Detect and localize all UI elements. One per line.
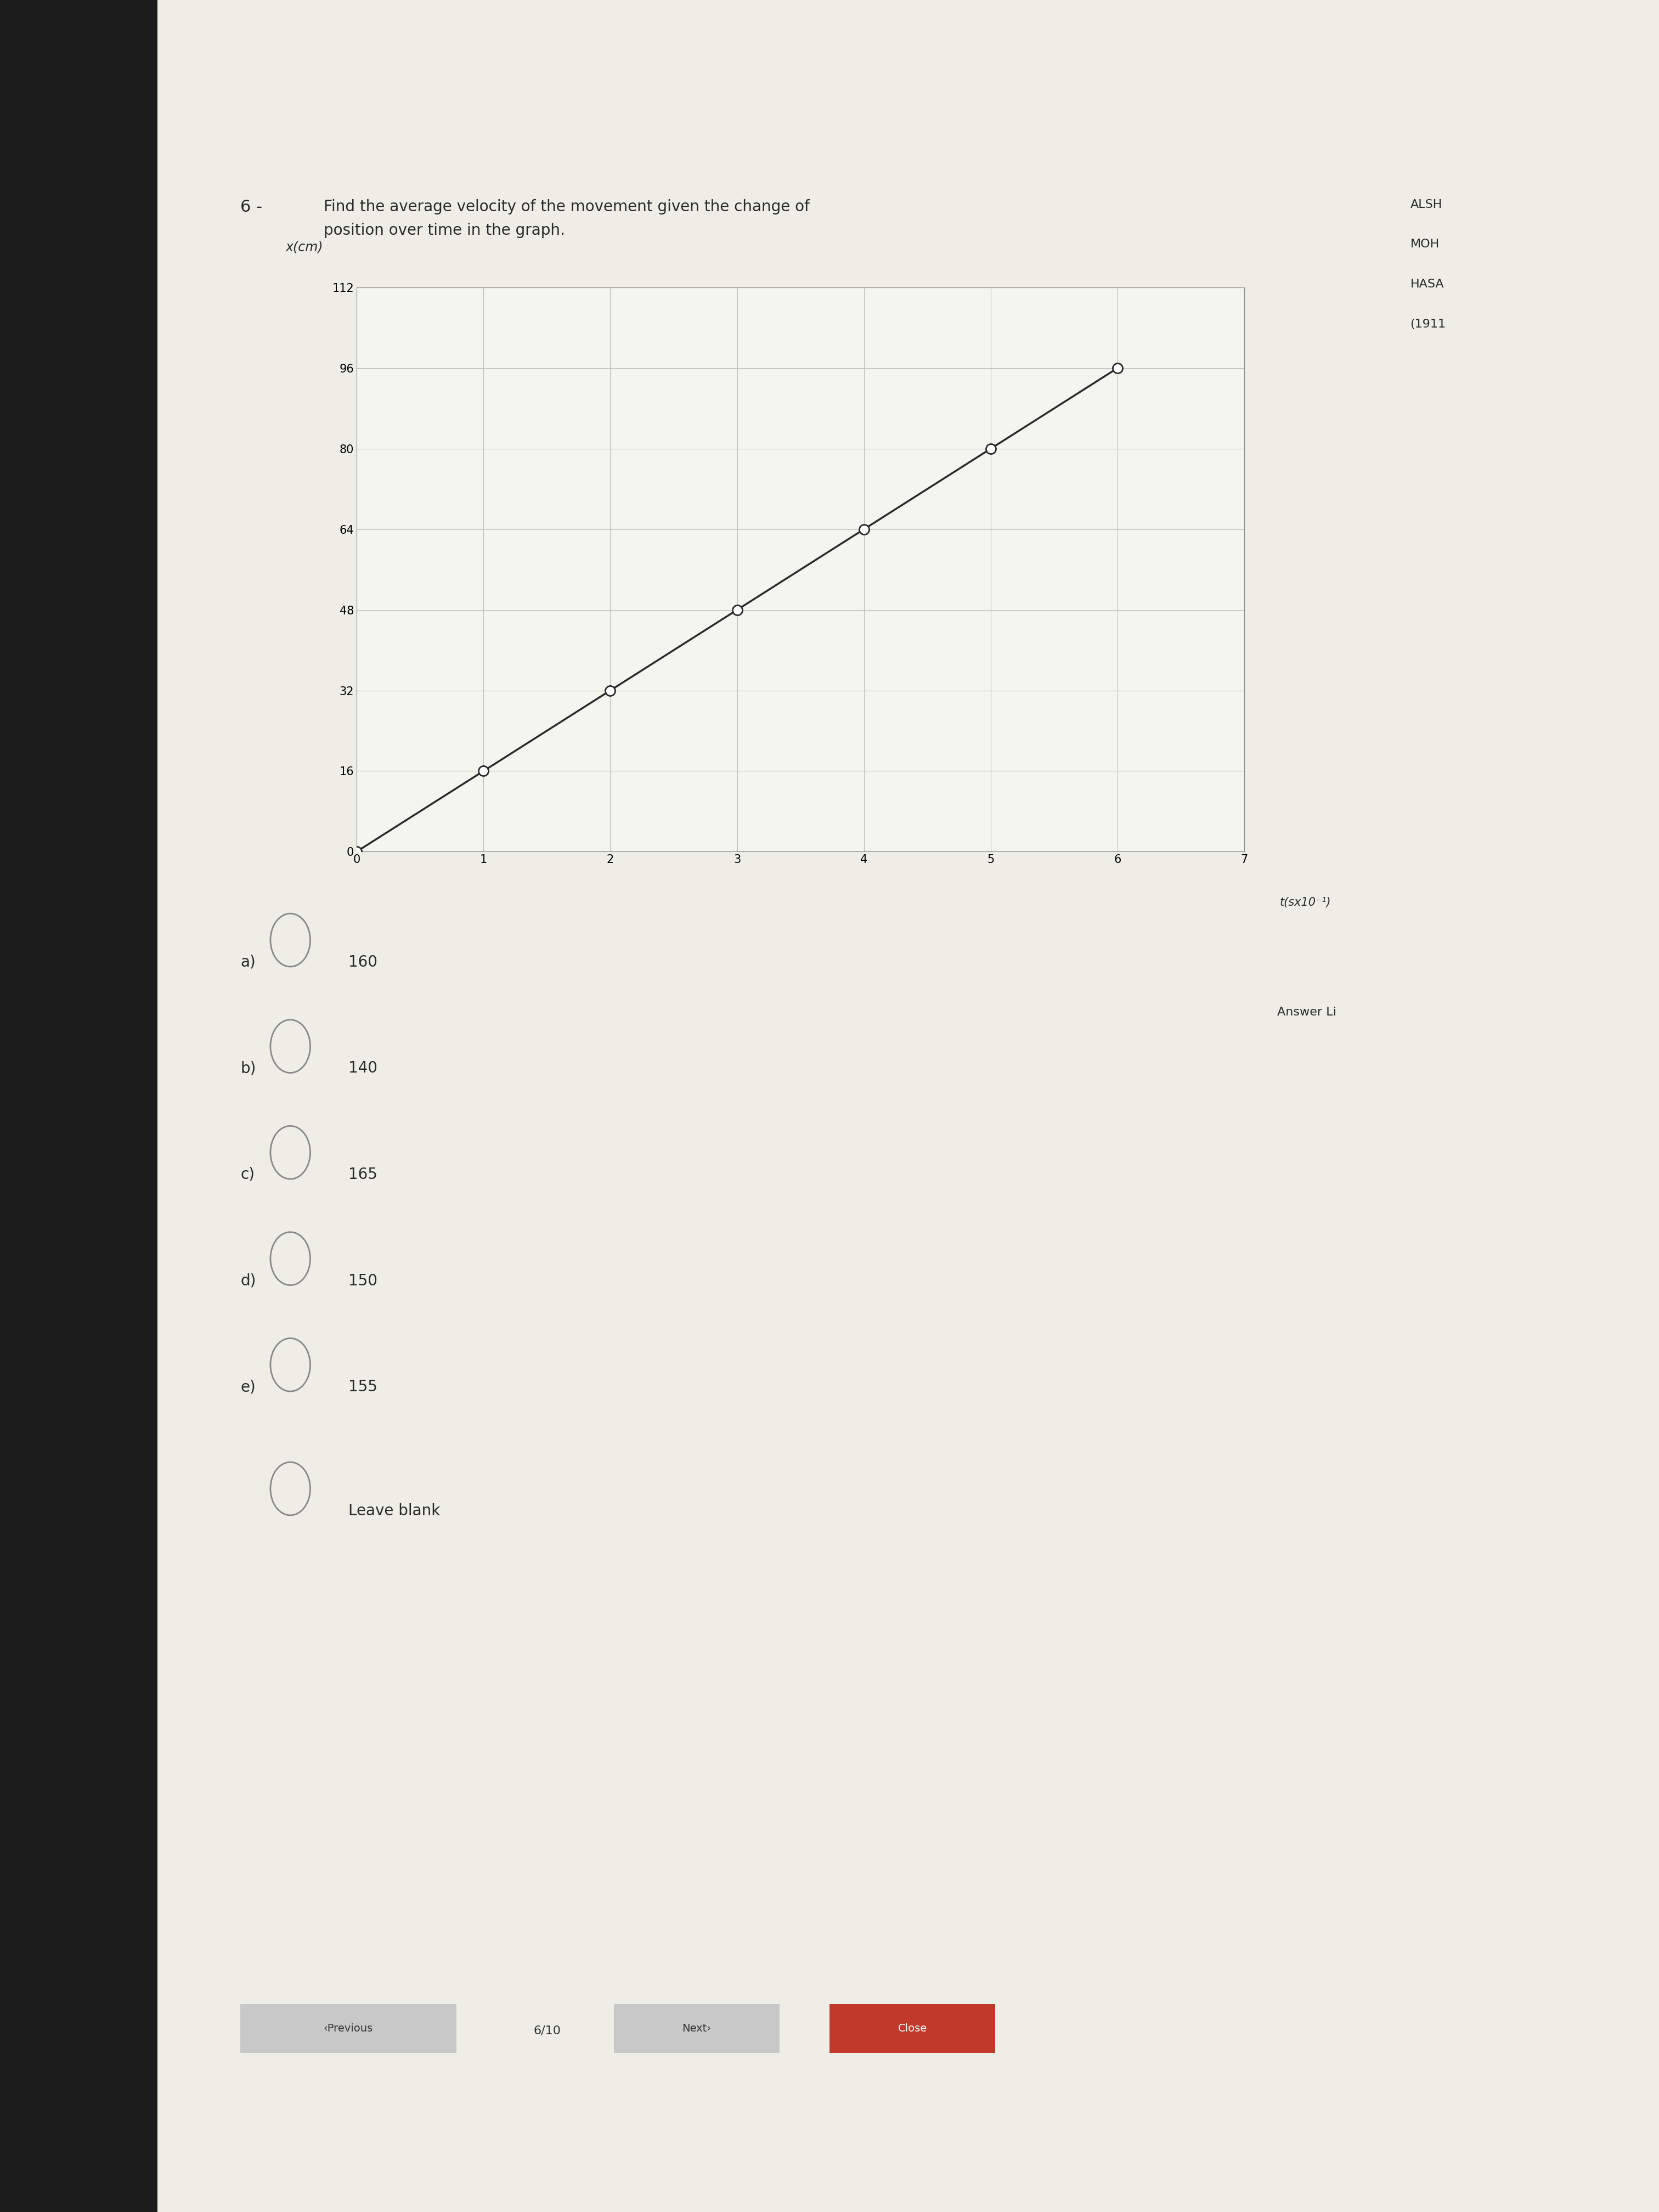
Text: HASA: HASA (1410, 279, 1443, 290)
Text: 150: 150 (348, 1274, 378, 1287)
Text: x(cm): x(cm) (285, 241, 324, 254)
Text: MOH: MOH (1410, 239, 1440, 250)
Text: t(sx10⁻¹): t(sx10⁻¹) (1279, 896, 1331, 907)
Text: Next›: Next› (682, 2024, 712, 2033)
Text: Close: Close (898, 2024, 927, 2033)
Text: (1911: (1911 (1410, 319, 1447, 330)
Text: e): e) (241, 1380, 255, 1394)
Text: 160: 160 (348, 956, 378, 969)
Text: c): c) (241, 1168, 255, 1181)
Text: Find the average velocity of the movement given the change of
position over time: Find the average velocity of the movemen… (324, 199, 810, 239)
Text: Answer Li: Answer Li (1277, 1006, 1337, 1018)
Text: 155: 155 (348, 1380, 377, 1394)
Text: 165: 165 (348, 1168, 377, 1181)
Text: d): d) (241, 1274, 255, 1287)
Text: 140: 140 (348, 1062, 378, 1075)
Text: 6 -: 6 - (241, 199, 262, 215)
Text: ALSH: ALSH (1410, 199, 1442, 210)
Text: a): a) (241, 956, 255, 969)
Text: ‹Previous: ‹Previous (324, 2024, 373, 2033)
Text: 6/10: 6/10 (534, 2026, 561, 2035)
Text: b): b) (241, 1062, 255, 1075)
Text: Leave blank: Leave blank (348, 1504, 440, 1517)
